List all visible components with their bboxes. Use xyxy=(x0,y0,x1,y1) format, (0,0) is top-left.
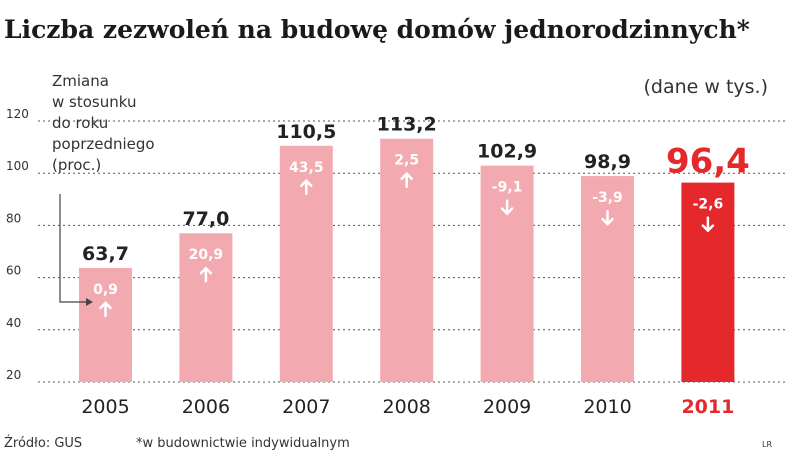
bar-value-label: 98,9 xyxy=(584,151,631,173)
x-tick-label: 2005 xyxy=(81,396,129,418)
chart-title: Liczba zezwoleń na budowę domów jednorod… xyxy=(4,15,750,44)
bar xyxy=(681,182,735,382)
change-label: 20,9 xyxy=(189,247,224,263)
bars: 63,7 0,9 77,0 20,9 110,5 43,5 113,2 2,5 102,9 -9,… xyxy=(79,114,750,382)
x-tick-label: 2007 xyxy=(282,396,330,418)
y-tick-label: 60 xyxy=(6,264,21,278)
change-legend: Zmiana w stosunku do roku poprzedniego (proc… xyxy=(52,72,155,306)
legend-arrow-icon xyxy=(86,298,93,306)
bar xyxy=(581,176,634,382)
bar xyxy=(79,267,132,382)
legend-line: (proc.) xyxy=(52,156,101,174)
legend-line: Zmiana xyxy=(52,72,109,90)
arrow-down-icon xyxy=(500,199,514,216)
bar-value-label: 102,9 xyxy=(477,141,537,163)
y-axis-ticks: 20 40 60 80 100 120 xyxy=(6,107,29,382)
footnote: *w budownictwie indywidualnym xyxy=(136,436,350,451)
y-tick-label: 80 xyxy=(6,211,21,225)
legend-line: w stosunku xyxy=(52,93,136,111)
credit: LR xyxy=(762,440,772,449)
y-tick-label: 100 xyxy=(6,159,29,173)
change-label: 2,5 xyxy=(394,153,419,169)
x-tick-label: 2010 xyxy=(583,396,631,418)
change-label: -9,1 xyxy=(492,180,523,196)
bar-value-label: 96,4 xyxy=(666,142,750,182)
legend-line: poprzedniego xyxy=(52,135,155,153)
unit-note: (dane w tys.) xyxy=(643,76,768,98)
arrow-down-icon xyxy=(601,209,614,226)
arrow-up-icon xyxy=(99,301,112,318)
x-axis-labels: 2005 2006 2007 2008 2009 2010 2011 xyxy=(81,396,734,418)
y-tick-label: 120 xyxy=(6,107,29,121)
source-note: Źródło: GUS xyxy=(4,435,82,451)
bar-value-label: 113,2 xyxy=(377,114,437,136)
legend-leader-line xyxy=(59,194,86,303)
change-label: 0,9 xyxy=(93,282,118,298)
x-tick-label: 2006 xyxy=(182,396,230,418)
bar-value-label: 63,7 xyxy=(82,243,129,265)
change-label: -3,9 xyxy=(592,190,623,206)
y-tick-label: 40 xyxy=(6,316,21,330)
arrow-up-icon xyxy=(400,171,413,188)
change-label: 43,5 xyxy=(289,160,324,176)
arrow-down-icon xyxy=(701,216,715,233)
change-label: -2,6 xyxy=(693,197,724,213)
legend-line: do roku xyxy=(52,114,108,132)
bar-value-label: 110,5 xyxy=(276,121,336,143)
arrow-up-icon xyxy=(199,266,213,283)
y-tick-label: 20 xyxy=(6,368,21,382)
x-tick-label: 2009 xyxy=(483,396,531,418)
bar-value-label: 77,0 xyxy=(182,208,229,230)
bar xyxy=(179,233,233,382)
x-tick-label: 2008 xyxy=(383,396,431,418)
arrow-up-icon xyxy=(300,179,313,196)
x-tick-label: 2011 xyxy=(681,396,734,418)
bar xyxy=(480,165,534,382)
